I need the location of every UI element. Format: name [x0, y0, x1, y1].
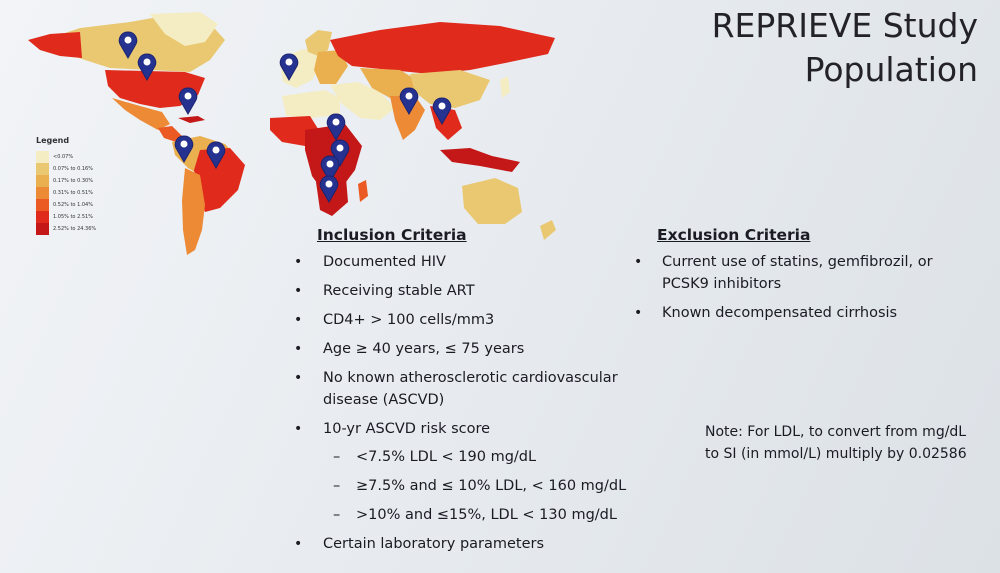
map-brazil [194, 148, 245, 212]
map-alaska [28, 32, 82, 58]
legend-swatch [36, 211, 49, 223]
map-japan [500, 76, 510, 98]
inclusion-list: Documented HIV Receiving stable ART CD4+… [290, 251, 650, 555]
map-pin-icon [206, 141, 226, 170]
legend-swatch [36, 151, 49, 163]
legend-item: 2.52% to 24.36% [36, 223, 126, 235]
legend-swatch [36, 223, 49, 235]
map-new-zealand [540, 220, 556, 240]
legend-swatch [36, 175, 49, 187]
risk-sub-item: ≥7.5% and ≤ 10% LDL, < 160 mg/dL [311, 475, 650, 497]
map-madagascar [358, 180, 368, 202]
risk-sub-item: >10% and ≤15%, LDL < 130 mg/dL [311, 504, 650, 526]
exclusion-item: Current use of statins, gemfibrozil, or … [630, 251, 970, 295]
map-central-america [158, 126, 182, 142]
inclusion-item-label: 10-yr ASCVD risk score [323, 421, 491, 437]
inclusion-item: No known atherosclerotic cardiovascular … [290, 367, 650, 411]
legend-label: 0.07% to 0.16% [53, 166, 93, 172]
exclusion-criteria: Exclusion Criteria Current use of statin… [630, 224, 970, 331]
map-caribbean [178, 116, 205, 123]
map-greenland [150, 12, 218, 46]
exclusion-list: Current use of statins, gemfibrozil, or … [630, 251, 970, 324]
exclusion-item: Known decompensated cirrhosis [630, 302, 970, 324]
map-pin-icon [399, 87, 419, 116]
legend-item: 1.05% to 2.51% [36, 211, 126, 223]
map-pin-icon [330, 139, 350, 168]
legend-label: 2.52% to 24.36% [53, 226, 97, 232]
exclusion-heading: Exclusion Criteria [657, 226, 811, 244]
map-russia [330, 22, 555, 74]
inclusion-item: CD4+ > 100 cells/mm3 [290, 309, 650, 331]
risk-sub-list: <7.5% LDL < 190 mg/dL ≥7.5% and ≤ 10% LD… [323, 446, 650, 526]
legend-item: 0.52% to 1.04% [36, 199, 126, 211]
legend-label: 0.31% to 0.51% [53, 190, 93, 196]
inclusion-criteria: Inclusion Criteria Documented HIV Receiv… [290, 224, 650, 562]
legend-label: <0.07% [53, 154, 74, 160]
map-indonesia [440, 148, 520, 172]
map-pin-icon [319, 175, 339, 204]
map-pin-icon [137, 53, 157, 82]
legend-item: 0.31% to 0.51% [36, 187, 126, 199]
inclusion-item-risk: 10-yr ASCVD risk score <7.5% LDL < 190 m… [290, 418, 650, 526]
map-pin-icon [326, 113, 346, 142]
map-legend: Legend <0.07% 0.07% to 0.16% 0.17% to 0.… [36, 136, 126, 235]
title-line-2: Population [804, 50, 978, 89]
map-australia [462, 178, 522, 224]
legend-item: 0.17% to 0.30% [36, 175, 126, 187]
map-india [390, 96, 425, 140]
legend-swatch [36, 187, 49, 199]
inclusion-item: Certain laboratory parameters [290, 533, 650, 555]
legend-label: 0.17% to 0.30% [53, 178, 93, 184]
inclusion-item: Receiving stable ART [290, 280, 650, 302]
map-south-america-south [182, 168, 205, 255]
title-line-1: REPRIEVE Study [711, 6, 978, 45]
map-china [410, 70, 490, 108]
legend-swatch [36, 163, 49, 175]
legend-label: 1.05% to 2.51% [53, 214, 93, 220]
map-pin-icon [279, 53, 299, 82]
legend-swatch [36, 199, 49, 211]
map-mexico [112, 98, 170, 130]
slide-title: REPRIEVE Study Population [678, 4, 978, 92]
map-eastern-europe [314, 50, 348, 84]
site-markers [118, 31, 452, 204]
legend-title: Legend [36, 136, 70, 145]
inclusion-item: Age ≥ 40 years, ≤ 75 years [290, 338, 650, 360]
map-scandinavia [305, 30, 332, 56]
world-map [28, 12, 556, 255]
legend-item: <0.07% [36, 151, 126, 163]
legend-label: 0.52% to 1.04% [53, 202, 93, 208]
legend-item: 0.07% to 0.16% [36, 163, 126, 175]
map-north-africa [282, 90, 340, 118]
risk-sub-item: <7.5% LDL < 190 mg/dL [311, 446, 650, 468]
map-pin-icon [178, 87, 198, 116]
map-pin-icon [432, 97, 452, 126]
inclusion-item: Documented HIV [290, 251, 650, 273]
ldl-conversion-note: Note: For LDL, to convert from mg/dL to … [705, 424, 967, 462]
map-pin-icon [174, 135, 194, 164]
map-pin-icon [118, 31, 138, 60]
inclusion-heading: Inclusion Criteria [317, 226, 467, 244]
